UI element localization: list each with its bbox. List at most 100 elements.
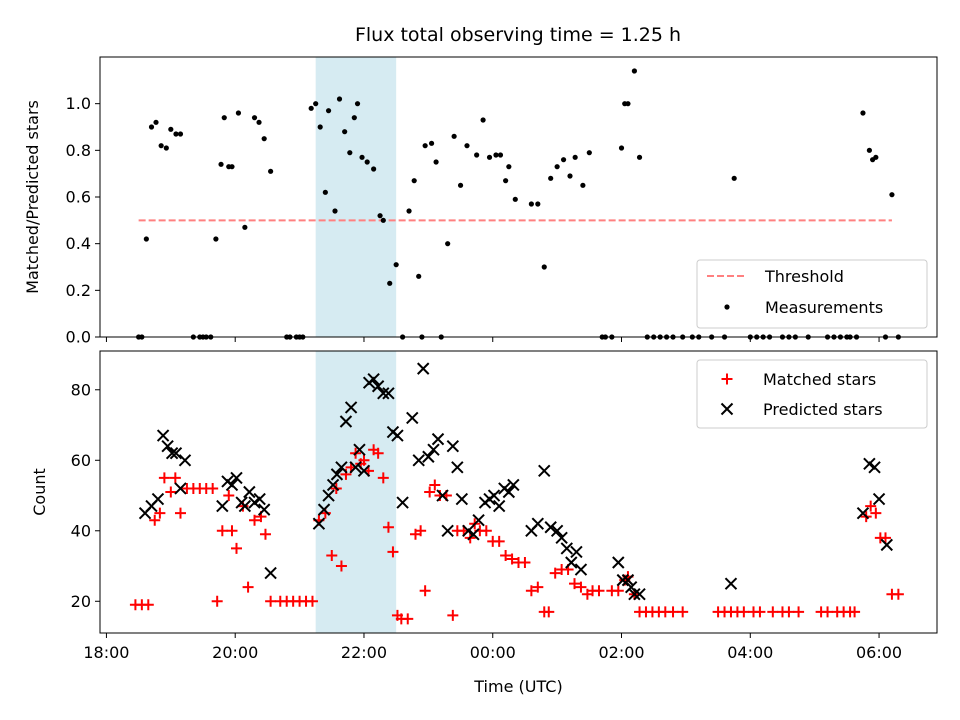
predicted-star-point	[165, 447, 179, 460]
top-panel: 0.0 0.2 0.4 0.6 0.8 1.0 Matched/Predicted sta…	[23, 56, 938, 347]
measurement-point	[317, 124, 323, 130]
measurement-point	[480, 117, 486, 123]
predicted-star-point	[422, 450, 435, 463]
matched-star-point	[372, 447, 384, 459]
top-measurement-points	[136, 68, 901, 340]
matched-star-point	[402, 613, 414, 625]
measurement-point	[548, 175, 554, 181]
measurement-point	[322, 189, 328, 195]
measurement-point	[554, 164, 560, 170]
measurement-point	[416, 273, 422, 279]
predicted-star-point	[872, 492, 886, 506]
matched-star-point	[265, 595, 277, 607]
predicted-star-point	[455, 492, 469, 506]
matched-star-point	[677, 606, 689, 618]
bottom-x-tick-label: 18:00	[83, 643, 129, 662]
predicted-star-point	[238, 499, 252, 513]
predicted-star-point	[560, 542, 573, 555]
predicted-star-point	[330, 468, 344, 481]
measurement-point	[158, 143, 164, 149]
matched-star-point	[382, 521, 394, 533]
matched-star-point	[569, 578, 581, 590]
predicted-star-point	[382, 387, 395, 400]
legend-threshold-label: Threshold	[764, 267, 844, 286]
predicted-star-point	[724, 577, 738, 590]
measurement-point	[889, 192, 895, 198]
measurement-point	[229, 164, 235, 170]
matched-star-point	[429, 479, 441, 491]
measurement-point	[213, 236, 219, 242]
predicted-star-point	[544, 521, 557, 534]
matched-star-point	[767, 606, 779, 618]
predicted-star-point	[406, 411, 419, 425]
matched-star-point	[480, 525, 492, 537]
matched-star-point	[892, 588, 904, 600]
predicted-star-point	[868, 461, 881, 474]
measurement-point	[221, 115, 227, 121]
matched-star-point	[424, 486, 436, 498]
predicted-star-point	[151, 492, 165, 506]
predicted-star-point	[550, 524, 564, 537]
measurement-point	[433, 159, 439, 165]
predicted-star-point	[621, 573, 635, 587]
matched-star-point	[415, 525, 427, 537]
measurement-point	[177, 131, 184, 137]
measurement-point	[251, 115, 258, 121]
predicted-star-point	[353, 443, 366, 456]
top-y-tick-label: 0.8	[66, 141, 91, 160]
predicted-star-point	[317, 503, 331, 516]
top-y-ticks: 0.0 0.2 0.4 0.6 0.8 1.0	[66, 94, 100, 347]
matched-star-point	[377, 472, 389, 484]
predicted-star-point	[628, 588, 641, 601]
bottom-x-tick-label: 06:00	[856, 643, 902, 662]
top-y-tick-label: 1.0	[66, 94, 91, 113]
matched-star-point	[865, 500, 877, 512]
measurement-point	[268, 168, 274, 174]
measurement-point	[256, 119, 262, 125]
matched-star-point	[525, 585, 537, 597]
matched-star-point	[593, 585, 605, 597]
matched-star-point	[738, 606, 750, 618]
measurement-point	[313, 101, 319, 107]
predicted-star-point	[312, 517, 326, 530]
measurement-point	[586, 150, 592, 156]
legend-matched-label: Matched stars	[763, 370, 876, 389]
matched-star-point	[226, 525, 238, 537]
measurement-point	[572, 154, 578, 160]
predicted-star-point	[531, 517, 545, 530]
matched-star-point	[532, 581, 544, 593]
predicted-star-point	[446, 439, 460, 453]
measurement-point	[580, 182, 586, 188]
bottom-y-ticks: 20 40 60 80	[71, 380, 100, 611]
matched-star-point	[419, 585, 431, 597]
measurement-point	[387, 280, 393, 286]
measurement-point	[506, 164, 512, 170]
matched-star-point	[249, 514, 261, 526]
predicted-star-point	[451, 461, 464, 474]
measurement-point	[163, 145, 169, 151]
predicted-star-point	[377, 387, 390, 400]
measurement-point	[493, 152, 499, 158]
predicted-star-point	[492, 499, 506, 513]
bottom-y-tick-label: 40	[71, 521, 91, 540]
measurement-point	[486, 154, 493, 160]
matched-star-point	[783, 606, 795, 618]
predicted-star-point	[856, 506, 870, 520]
predicted-star-point	[339, 415, 353, 428]
measurement-point	[393, 262, 399, 268]
measurement-point	[631, 68, 637, 74]
measurement-point	[332, 208, 338, 214]
measurement-point	[242, 224, 248, 230]
measurement-point	[618, 145, 625, 151]
predicted-star-point	[487, 489, 501, 502]
predicted-star-point	[396, 496, 409, 509]
predicted-star-point	[357, 464, 371, 478]
predicted-star-point	[257, 503, 271, 516]
bottom-x-axis-label: Time (UTC)	[473, 677, 562, 696]
matched-star-point	[335, 560, 347, 572]
measurement-point	[866, 147, 872, 153]
measurement-point	[359, 154, 365, 160]
matched-star-point	[447, 609, 459, 621]
measurement-point	[636, 154, 643, 160]
